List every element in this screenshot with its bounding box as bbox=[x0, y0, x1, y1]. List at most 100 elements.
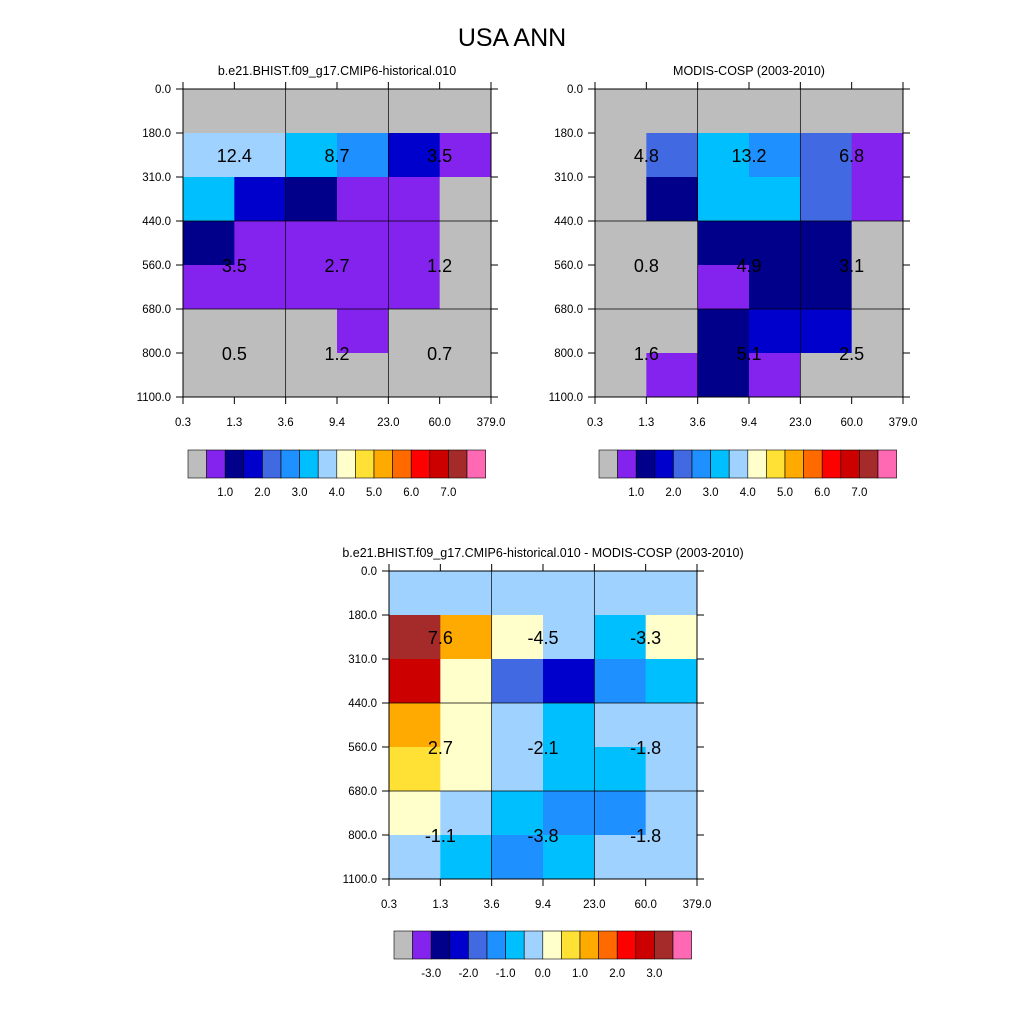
heatmap-cell bbox=[440, 747, 493, 792]
heatmap-cell bbox=[337, 133, 389, 178]
cell-value-label: 0.7 bbox=[427, 344, 452, 364]
colorbar-swatch bbox=[299, 449, 319, 479]
heatmap-cell bbox=[800, 265, 853, 310]
colorbar-swatch bbox=[449, 930, 469, 960]
y-tick-label: 560.0 bbox=[348, 742, 377, 754]
heatmap-cell bbox=[337, 265, 389, 310]
heatmap-cell bbox=[234, 265, 287, 310]
cell-value-label: 8.7 bbox=[324, 146, 349, 166]
heatmap-cell bbox=[646, 177, 699, 222]
colorbar-swatch bbox=[466, 449, 486, 479]
heatmap-cell bbox=[439, 353, 492, 398]
colorbar-swatch bbox=[617, 449, 637, 479]
heatmap-cell bbox=[337, 309, 389, 354]
heatmap-cell bbox=[388, 177, 441, 222]
x-tick-label: 60.0 bbox=[634, 899, 656, 911]
colorbar-swatch bbox=[317, 449, 338, 479]
heatmap-cell bbox=[440, 615, 493, 660]
heatmap-cell bbox=[594, 659, 647, 704]
colorbar-swatch bbox=[821, 449, 842, 479]
heatmap-cell bbox=[337, 177, 389, 222]
heatmap-cell bbox=[749, 353, 801, 398]
colorbar-label: -3.0 bbox=[421, 968, 441, 980]
heatmap-cell bbox=[285, 353, 338, 398]
y-tick-label: 1100.0 bbox=[549, 392, 583, 404]
x-tick-label: 9.4 bbox=[535, 899, 552, 911]
heatmap-cell bbox=[646, 133, 699, 178]
heatmap-cell bbox=[851, 265, 904, 310]
heatmap-cell bbox=[439, 309, 492, 354]
heatmap-cell bbox=[697, 221, 750, 266]
colorbar-swatch bbox=[280, 449, 300, 479]
heatmap-cell bbox=[439, 177, 492, 222]
heatmap-cell bbox=[851, 221, 904, 266]
colorbar-swatch bbox=[392, 449, 412, 479]
heatmap-cell bbox=[491, 571, 544, 616]
colorbar-swatch bbox=[410, 449, 431, 479]
heatmap-cell bbox=[697, 89, 750, 134]
cell-value-label: 13.2 bbox=[731, 146, 766, 166]
y-tick-label: 680.0 bbox=[142, 304, 171, 316]
cell-value-label: 2.5 bbox=[839, 344, 864, 364]
y-tick-label: 180.0 bbox=[554, 128, 583, 140]
colorbar-label: 3.0 bbox=[703, 487, 719, 499]
y-tick-label: 1100.0 bbox=[137, 392, 171, 404]
difference-panel: b.e21.BHIST.f09_g17.CMIP6-historical.010… bbox=[342, 546, 743, 980]
y-tick-label: 560.0 bbox=[142, 260, 171, 272]
heatmap-cell bbox=[543, 659, 595, 704]
y-tick-label: 800.0 bbox=[554, 348, 583, 360]
x-tick-label: 379.0 bbox=[683, 899, 712, 911]
heatmap-cell bbox=[234, 221, 287, 266]
x-tick-label: 0.3 bbox=[381, 899, 397, 911]
heatmap-cell bbox=[595, 177, 647, 222]
x-tick-label: 23.0 bbox=[583, 899, 605, 911]
heatmap-cell bbox=[595, 89, 647, 134]
x-tick-label: 379.0 bbox=[889, 417, 918, 429]
heatmap-cell bbox=[851, 309, 904, 354]
heatmap-cell bbox=[697, 177, 750, 222]
colorbar-label: -1.0 bbox=[496, 968, 516, 980]
heatmap-cell bbox=[389, 703, 441, 748]
heatmap-cell bbox=[645, 835, 698, 880]
x-tick-label: 3.6 bbox=[690, 417, 706, 429]
heatmap-cell bbox=[234, 309, 287, 354]
heatmap-cell bbox=[389, 615, 441, 660]
colorbar-swatch bbox=[673, 449, 693, 479]
heatmap-cell bbox=[337, 353, 389, 398]
heatmap-cell bbox=[800, 177, 853, 222]
panel-title: MODIS-COSP (2003-2010) bbox=[673, 64, 825, 78]
cell-value-label: 3.5 bbox=[427, 146, 452, 166]
x-tick-label: 3.6 bbox=[484, 899, 500, 911]
colorbar-swatch bbox=[355, 449, 375, 479]
heatmap-cell bbox=[285, 133, 338, 178]
heatmap-cell bbox=[337, 89, 389, 134]
colorbar-label: 7.0 bbox=[851, 487, 867, 499]
heatmap-cell bbox=[595, 309, 647, 354]
heatmap-cell bbox=[595, 133, 647, 178]
heatmap-cell bbox=[543, 791, 595, 836]
x-tick-label: 3.6 bbox=[278, 417, 294, 429]
colorbar-swatch bbox=[877, 449, 897, 479]
heatmap-cell bbox=[285, 221, 338, 266]
heatmap-cell bbox=[440, 571, 493, 616]
heatmap-cell bbox=[697, 353, 750, 398]
y-tick-label: 680.0 bbox=[554, 304, 583, 316]
heatmap-cell bbox=[800, 133, 853, 178]
heatmap-cell bbox=[337, 221, 389, 266]
heatmap-cell bbox=[389, 747, 441, 792]
heatmap-cell bbox=[646, 265, 699, 310]
colorbar-label: 7.0 bbox=[440, 487, 456, 499]
heatmap-cell bbox=[183, 309, 235, 354]
colorbar-label: 0.0 bbox=[535, 968, 551, 980]
model-panel: b.e21.BHIST.f09_g17.CMIP6-historical.010… bbox=[137, 64, 506, 499]
heatmap-cell bbox=[183, 353, 235, 398]
cell-value-label: 0.8 bbox=[634, 256, 659, 276]
x-tick-label: 1.3 bbox=[432, 899, 448, 911]
heatmap-cell bbox=[594, 615, 647, 660]
cell-value-label: -3.3 bbox=[630, 628, 661, 648]
heatmap-cell bbox=[234, 177, 287, 222]
cell-value-label: -4.5 bbox=[527, 628, 558, 648]
colorbar-swatch bbox=[412, 930, 432, 960]
heatmap-cell bbox=[594, 703, 647, 748]
x-tick-label: 379.0 bbox=[477, 417, 506, 429]
